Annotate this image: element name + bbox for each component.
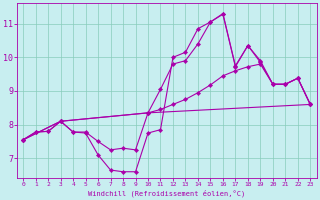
X-axis label: Windchill (Refroidissement éolien,°C): Windchill (Refroidissement éolien,°C) xyxy=(88,189,245,197)
